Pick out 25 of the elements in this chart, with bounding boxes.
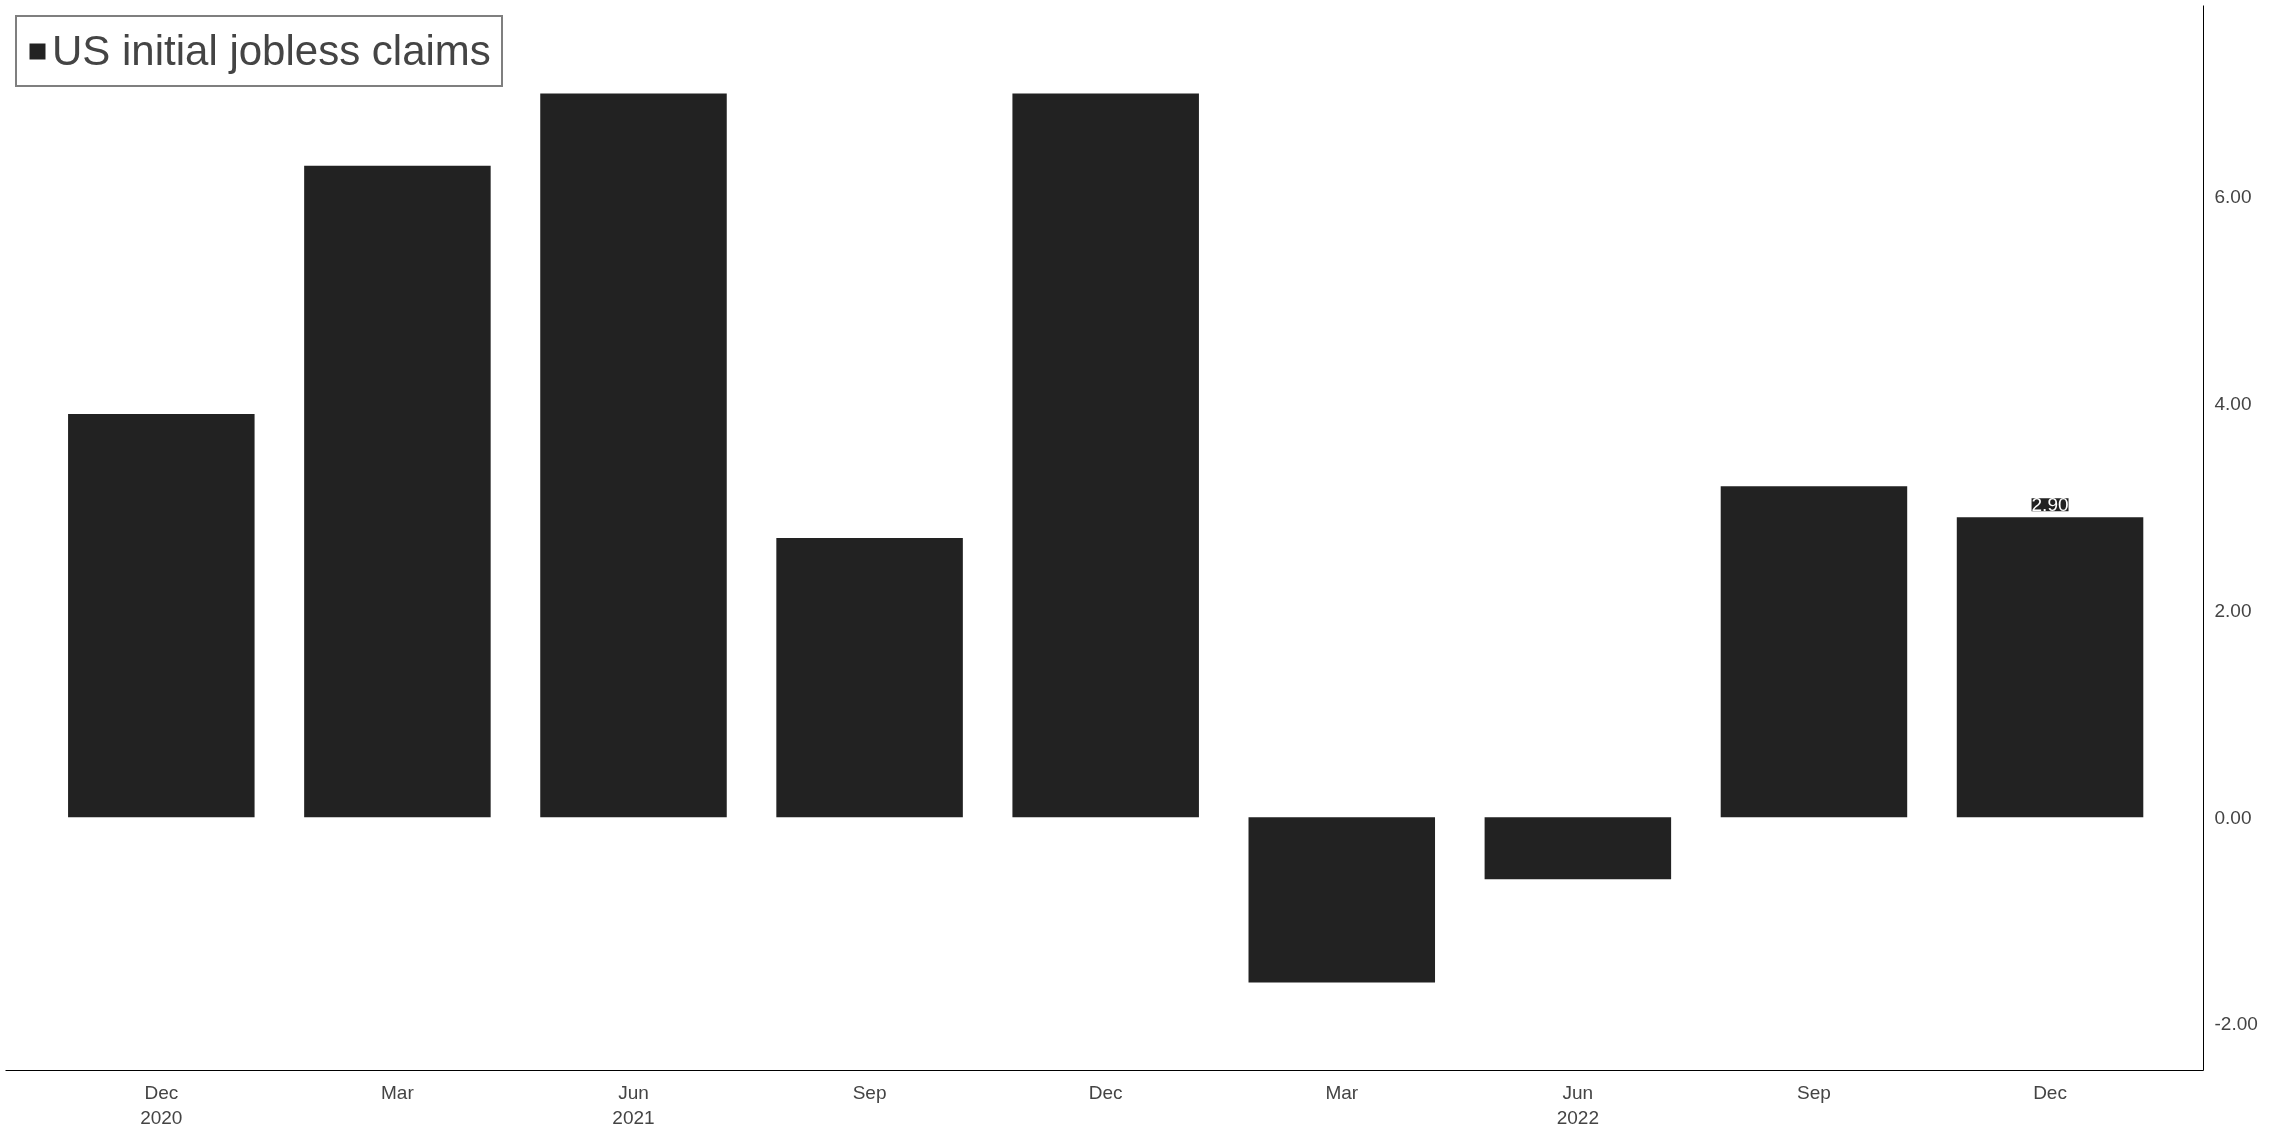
x-tick-label: Jun 2022	[1556, 1081, 1600, 1128]
bar	[1012, 93, 1199, 818]
x-tick-label: Jun 2021	[612, 1081, 655, 1128]
x-tick-label: Sep	[1797, 1081, 1831, 1103]
x-tick-label: Mar	[381, 1081, 415, 1103]
bar	[776, 538, 963, 818]
x-tick-label: Dec	[1088, 1081, 1123, 1103]
x-tick-label: Dec 2020	[140, 1081, 183, 1128]
bar	[1720, 486, 1908, 818]
bar	[1956, 517, 2144, 818]
bar	[304, 165, 491, 818]
y-tick-label: 4.00	[2214, 393, 2252, 415]
bar	[1484, 817, 1672, 880]
legend-label: US initial jobless claims	[52, 27, 491, 75]
y-tick-label: -2.00	[2214, 1013, 2258, 1035]
data-label: 2.90	[2031, 494, 2069, 516]
y-tick-label: 2.00	[2214, 599, 2252, 621]
bar	[68, 413, 255, 818]
bar	[540, 93, 727, 818]
x-tick-label: Dec	[2033, 1081, 2067, 1103]
x-tick-label: Sep	[852, 1081, 887, 1103]
bar	[1248, 817, 1436, 983]
y-tick-label: 6.00	[2214, 186, 2252, 208]
x-tick-label: Mar	[1325, 1081, 1359, 1103]
y-tick-label: 0.00	[2214, 806, 2252, 828]
